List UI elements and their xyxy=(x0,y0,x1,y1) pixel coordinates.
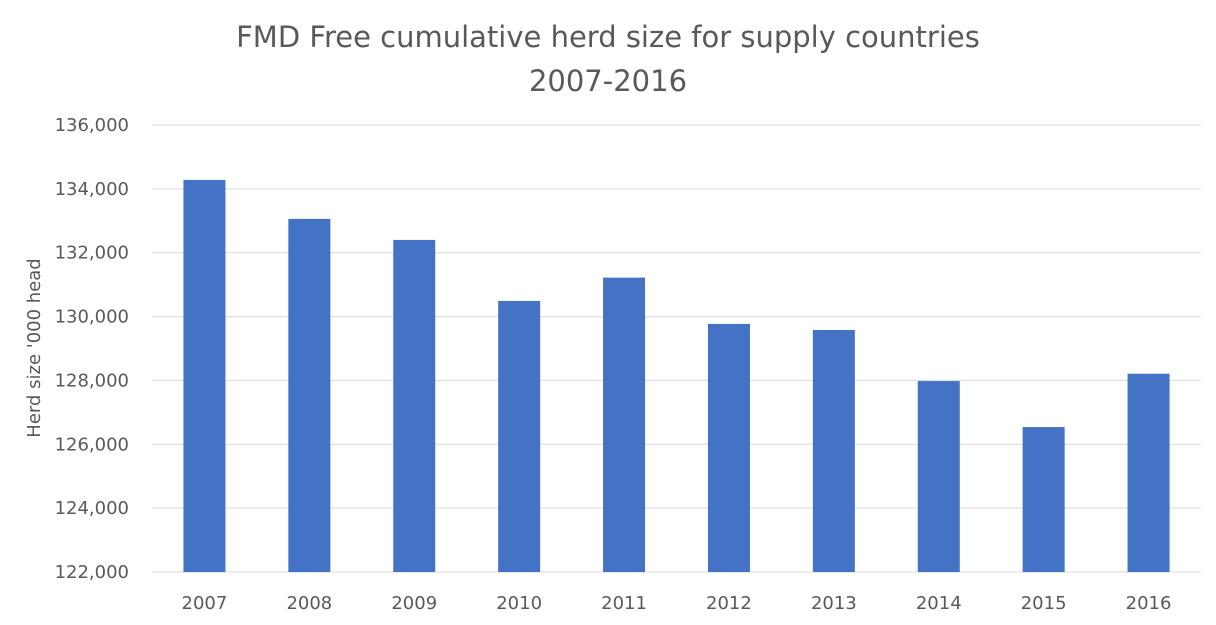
x-tick-label: 2009 xyxy=(391,593,437,614)
x-tick-label: 2015 xyxy=(1021,593,1067,614)
x-axis-tick-labels: 2007 2008 2009 2010 2011 2012 2013 2014 2015 2016 xyxy=(182,593,1172,614)
y-axis-tick-labels: 122,000 124,000 126,000 128,000 130,000 132,0… xyxy=(55,115,129,583)
bar-2015 xyxy=(1022,427,1065,572)
x-tick-label: 2012 xyxy=(706,593,752,614)
chart-title-line-2: 2007-2016 xyxy=(529,64,687,98)
chart-title-line-1: FMD Free cumulative herd size for supply… xyxy=(236,20,980,54)
bars xyxy=(183,179,1170,572)
bar-2012 xyxy=(707,323,750,572)
bar-2008 xyxy=(288,218,331,572)
bar-2010 xyxy=(498,300,541,572)
x-tick-label: 2011 xyxy=(601,593,647,614)
x-tick-label: 2008 xyxy=(286,593,332,614)
x-tick-label: 2007 xyxy=(182,593,228,614)
bar-2009 xyxy=(393,239,436,572)
x-tick-label: 2016 xyxy=(1126,593,1172,614)
bar-2011 xyxy=(603,277,646,572)
bar-2013 xyxy=(812,329,855,572)
y-tick-label: 126,000 xyxy=(55,434,129,455)
y-tick-label: 128,000 xyxy=(55,370,129,391)
y-tick-label: 134,000 xyxy=(55,179,129,200)
y-axis-title: Herd size '000 head xyxy=(24,258,45,437)
y-tick-label: 136,000 xyxy=(55,115,129,136)
bar-2014 xyxy=(917,381,960,572)
x-tick-label: 2010 xyxy=(496,593,542,614)
x-tick-label: 2013 xyxy=(811,593,857,614)
y-tick-label: 122,000 xyxy=(55,562,129,583)
y-tick-label: 132,000 xyxy=(55,243,129,264)
bar-2016 xyxy=(1127,373,1170,572)
bar-2007 xyxy=(183,179,226,572)
x-tick-label: 2014 xyxy=(916,593,962,614)
y-tick-label: 124,000 xyxy=(55,498,129,519)
y-tick-label: 130,000 xyxy=(55,307,129,328)
